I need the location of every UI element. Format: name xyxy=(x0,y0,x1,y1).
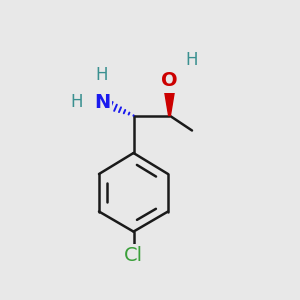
Text: H: H xyxy=(186,51,198,69)
Polygon shape xyxy=(163,81,176,116)
Text: H: H xyxy=(70,93,83,111)
Text: Cl: Cl xyxy=(124,246,143,265)
Text: O: O xyxy=(161,71,178,91)
Text: N: N xyxy=(94,92,110,112)
Text: H: H xyxy=(96,66,108,84)
